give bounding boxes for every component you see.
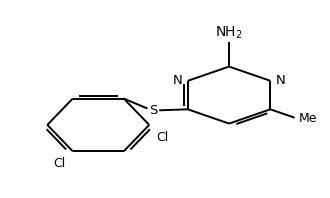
Text: Me: Me	[298, 112, 317, 125]
Text: S: S	[149, 104, 157, 117]
Text: Cl: Cl	[53, 157, 66, 170]
Text: N: N	[276, 73, 285, 87]
Text: NH$_2$: NH$_2$	[215, 25, 243, 41]
Text: Cl: Cl	[156, 131, 169, 144]
Text: N: N	[173, 73, 182, 87]
